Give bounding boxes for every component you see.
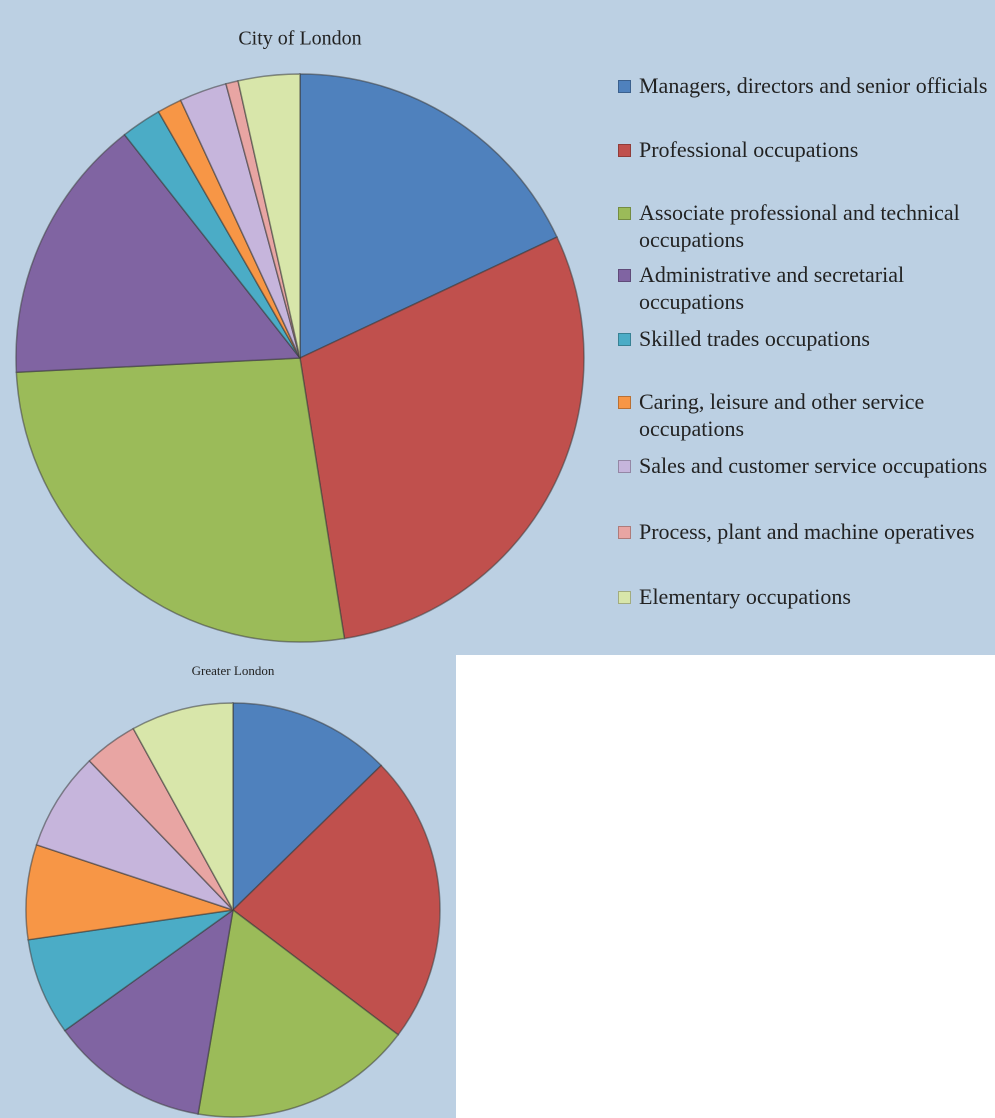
legend-item: Process, plant and machine operatives [615, 518, 995, 545]
legend-label: Process, plant and machine operatives [639, 519, 975, 544]
legend-label: Caring, leisure and other service occupa… [639, 389, 925, 441]
legend-label: Skilled trades occupations [639, 326, 870, 351]
city-pie-chart: City of London [15, 28, 585, 643]
pie-slice [63, 908, 235, 1115]
pie-slice [299, 73, 558, 360]
legend-swatch [618, 80, 631, 93]
pie-slice [25, 843, 234, 941]
legend-label: Administrative and secretarial occupatio… [639, 262, 905, 314]
legend-item: Caring, leisure and other service occupa… [615, 388, 995, 442]
legend-swatch [618, 460, 631, 473]
legend-item: Skilled trades occupations [615, 325, 995, 352]
legend-swatch [618, 526, 631, 539]
chart-title: Greater London [192, 663, 275, 678]
legend-swatch [618, 269, 631, 282]
pie-slice [27, 909, 234, 1032]
pie-slice [197, 908, 400, 1118]
greater-pie-chart: Greater London [25, 663, 441, 1118]
greater-panel: Greater London [0, 655, 456, 1118]
legend-label: Professional occupations [639, 137, 859, 162]
legend-item: Administrative and secretarial occupatio… [615, 261, 995, 315]
pie-slice [237, 73, 301, 359]
legend-item: Sales and customer service occupations [615, 452, 995, 479]
legend-swatch [618, 144, 631, 157]
legend-item: Managers, directors and senior officials [615, 72, 995, 99]
pie-slice [15, 133, 302, 374]
pie-slice [231, 764, 441, 1036]
legend-swatch [618, 207, 631, 220]
legend-swatch [618, 333, 631, 346]
legend-label: Managers, directors and senior officials [639, 73, 988, 98]
pie-slice [35, 759, 234, 911]
pie-slice [132, 702, 234, 911]
legend-swatch [618, 591, 631, 604]
pie-slice [232, 702, 383, 912]
legend-item: Associate professional and technical occ… [615, 199, 995, 253]
legend-swatch [618, 396, 631, 409]
pie-slice [299, 236, 585, 640]
legend-label: Associate professional and technical occ… [639, 200, 960, 252]
legend-item: Professional occupations [615, 136, 995, 163]
legend-label: Elementary occupations [639, 584, 851, 609]
legend-label: Sales and customer service occupations [639, 453, 988, 478]
city-panel: City of London Managers, directors and s… [0, 0, 995, 655]
pie-slice [15, 357, 346, 643]
legend-item: Elementary occupations [615, 583, 995, 610]
chart-title: City of London [238, 28, 361, 50]
